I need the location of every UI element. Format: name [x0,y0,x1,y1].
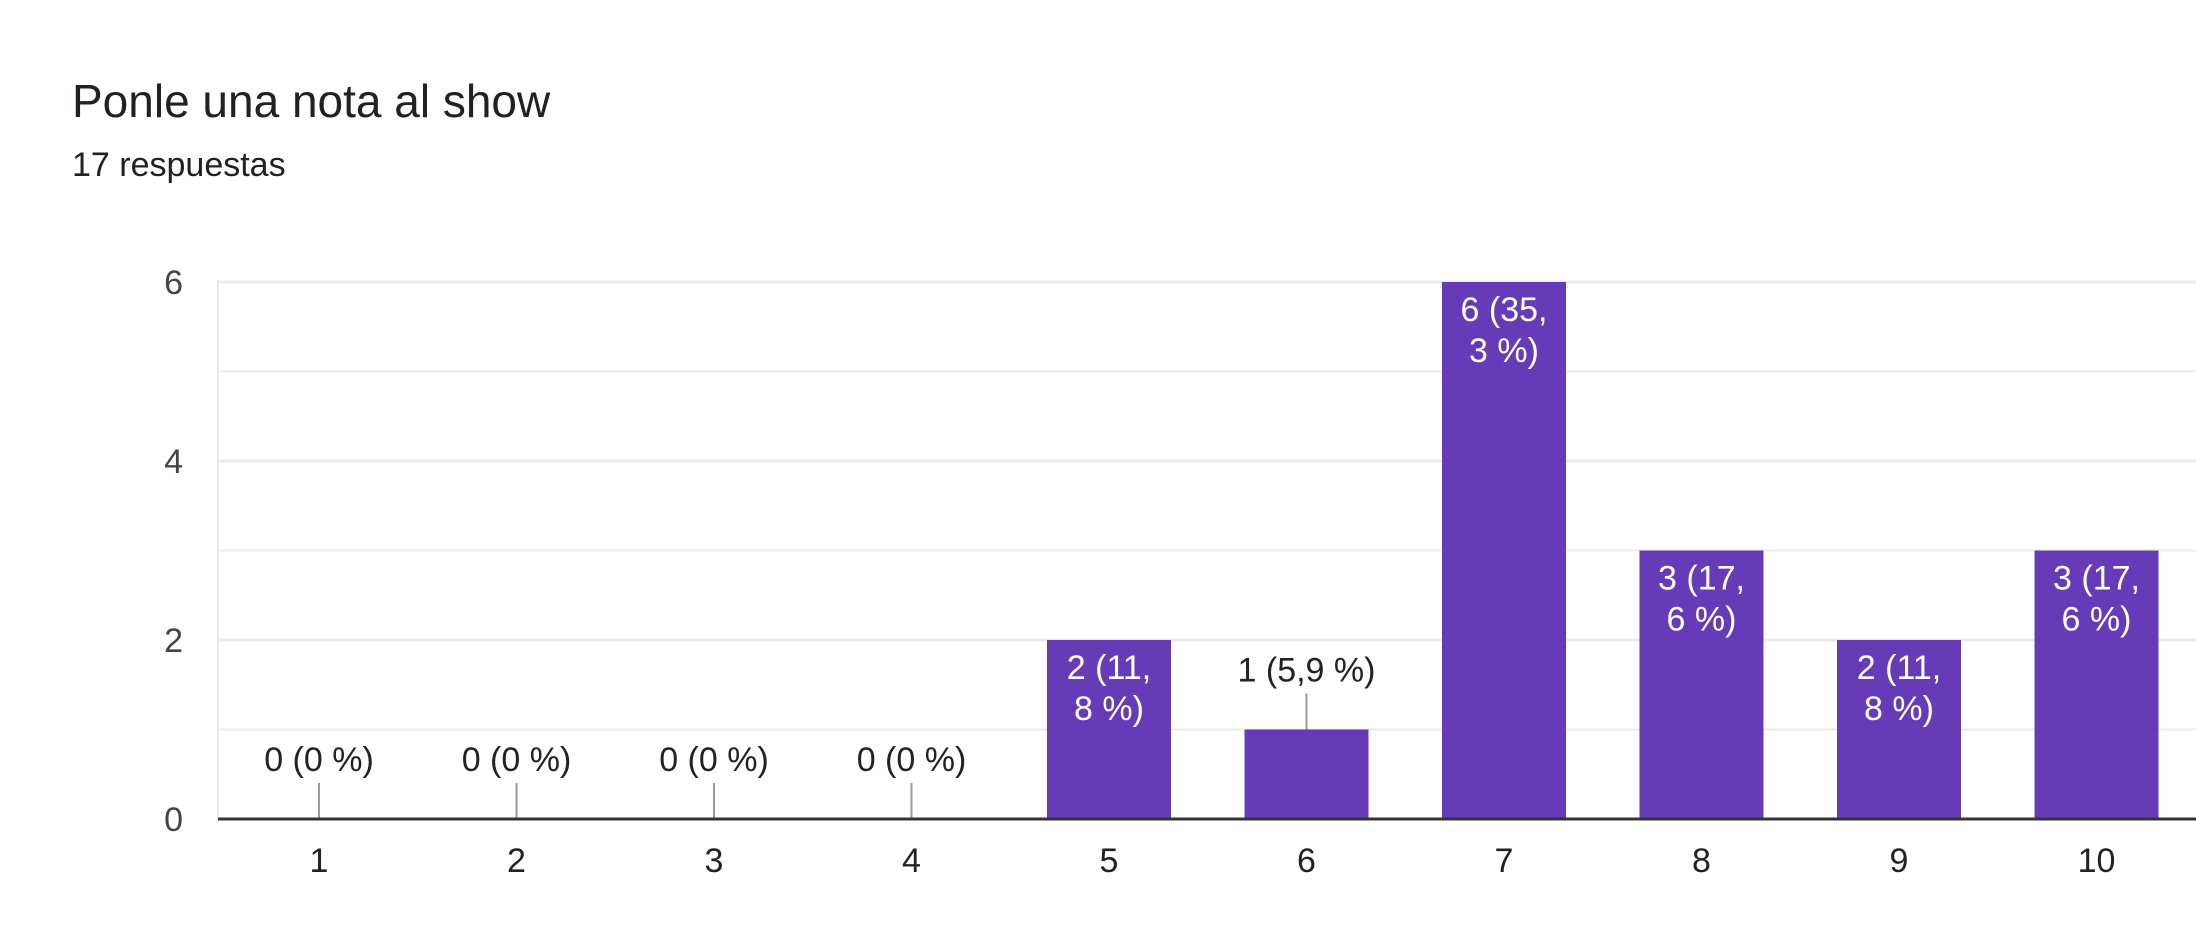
data-label: 2 (11, [1857,649,1941,687]
x-tick-label: 3 [705,842,724,880]
x-tick-label: 8 [1692,842,1711,880]
x-tick-label: 4 [902,842,921,880]
data-label: 6 %) [1667,601,1737,639]
data-label: 0 (0 %) [659,741,769,779]
x-tick-label: 6 [1297,842,1316,880]
bar [1442,282,1566,819]
data-label: 3 (17, [2053,560,2140,598]
x-tick-label: 1 [310,842,329,880]
data-label: 6 %) [2062,601,2132,639]
x-tick-label: 9 [1890,842,1909,880]
bar [1047,640,1171,819]
y-tick-label: 4 [164,443,183,481]
bar [1639,550,1764,819]
y-tick-label: 6 [164,264,183,302]
bar [1244,729,1369,819]
data-label: 1 (5,9 %) [1238,652,1376,690]
bar [1837,640,1961,819]
x-tick-label: 2 [507,842,526,880]
data-label: 3 (17, [1658,560,1745,598]
chart-title: Ponle una nota al show [72,75,551,127]
data-label: 2 (11, [1067,649,1151,687]
x-tick-label: 7 [1495,842,1514,880]
y-tick-label: 0 [164,801,183,839]
data-label: 3 %) [1469,332,1539,370]
response-count: 17 respuestas [72,146,286,184]
data-label: 0 (0 %) [857,741,967,779]
data-label: 0 (0 %) [462,741,572,779]
x-tick-label: 10 [2078,842,2116,880]
bar [2034,550,2159,819]
data-label: 8 %) [1074,690,1144,728]
data-label: 8 %) [1864,690,1934,728]
data-label: 6 (35, [1461,291,1548,329]
y-tick-label: 2 [164,622,183,660]
x-tick-label: 5 [1100,842,1119,880]
data-label: 0 (0 %) [264,741,374,779]
